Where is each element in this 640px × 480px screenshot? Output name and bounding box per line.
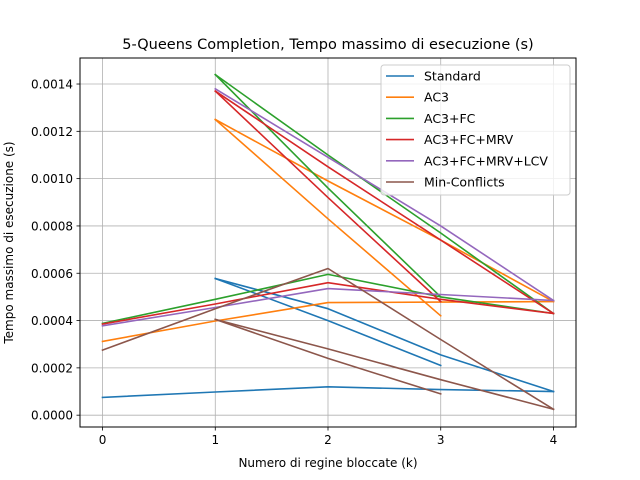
legend-label: Standard xyxy=(424,69,481,84)
series-line-min-conflicts xyxy=(214,318,442,395)
series-ac3-fc-mrv xyxy=(101,89,555,326)
series-line-min-conflicts xyxy=(101,267,555,411)
x-tick-label: 1 xyxy=(211,433,219,447)
x-tick-label: 0 xyxy=(99,433,107,447)
legend-label: Min-Conflicts xyxy=(424,175,505,190)
x-axis: 0 1 2 3 4 xyxy=(99,427,558,447)
y-tick-label: 0.0000 xyxy=(31,409,73,423)
series-line-ac3-fc-mrv-lcv xyxy=(101,287,555,327)
series-line-ac3-fc-mrv xyxy=(214,89,442,303)
series-line-ac3-fc-mrv xyxy=(214,89,555,315)
y-tick-label: 0.0014 xyxy=(31,78,73,92)
y-tick-label: 0.0004 xyxy=(31,314,73,328)
series-line-ac3-fc xyxy=(101,273,555,325)
legend-label: AC3+FC+MRV xyxy=(424,132,514,147)
y-axis: 0.0000 0.0002 0.0004 0.0006 0.0008 0.0010 0.00… xyxy=(31,78,80,423)
chart-title: 5-Queens Completion, Tempo massimo di es… xyxy=(122,37,533,53)
y-tick-label: 0.0006 xyxy=(31,267,73,281)
series-line-ac3 xyxy=(214,118,442,317)
legend: Standard AC3 AC3+FC AC3+FC+MRV AC3+FC+MRV+LC… xyxy=(380,64,571,196)
legend-label: AC3+FC xyxy=(424,111,476,126)
y-tick-label: 0.0002 xyxy=(31,361,73,375)
legend-label: AC3 xyxy=(424,90,449,105)
y-tick-label: 0.0010 xyxy=(31,172,73,186)
x-tick-label: 4 xyxy=(550,433,558,447)
y-axis-title: Tempo massimo di esecuzione (s) xyxy=(2,141,16,344)
legend-box xyxy=(380,64,571,196)
series-line-min-conflicts xyxy=(214,318,555,411)
legend-label: AC3+FC+MRV+LCV xyxy=(424,153,548,168)
series-min-conflicts xyxy=(101,267,555,411)
x-axis-title: Numero di regine bloccate (k) xyxy=(238,456,417,470)
series-line-standard xyxy=(214,277,442,367)
x-tick-label: 3 xyxy=(437,433,445,447)
series-line-ac3 xyxy=(214,118,555,303)
x-tick-label: 2 xyxy=(324,433,332,447)
y-tick-label: 0.0008 xyxy=(31,219,73,233)
series-line-ac3-fc-mrv xyxy=(101,281,555,326)
y-tick-label: 0.0012 xyxy=(31,125,73,139)
